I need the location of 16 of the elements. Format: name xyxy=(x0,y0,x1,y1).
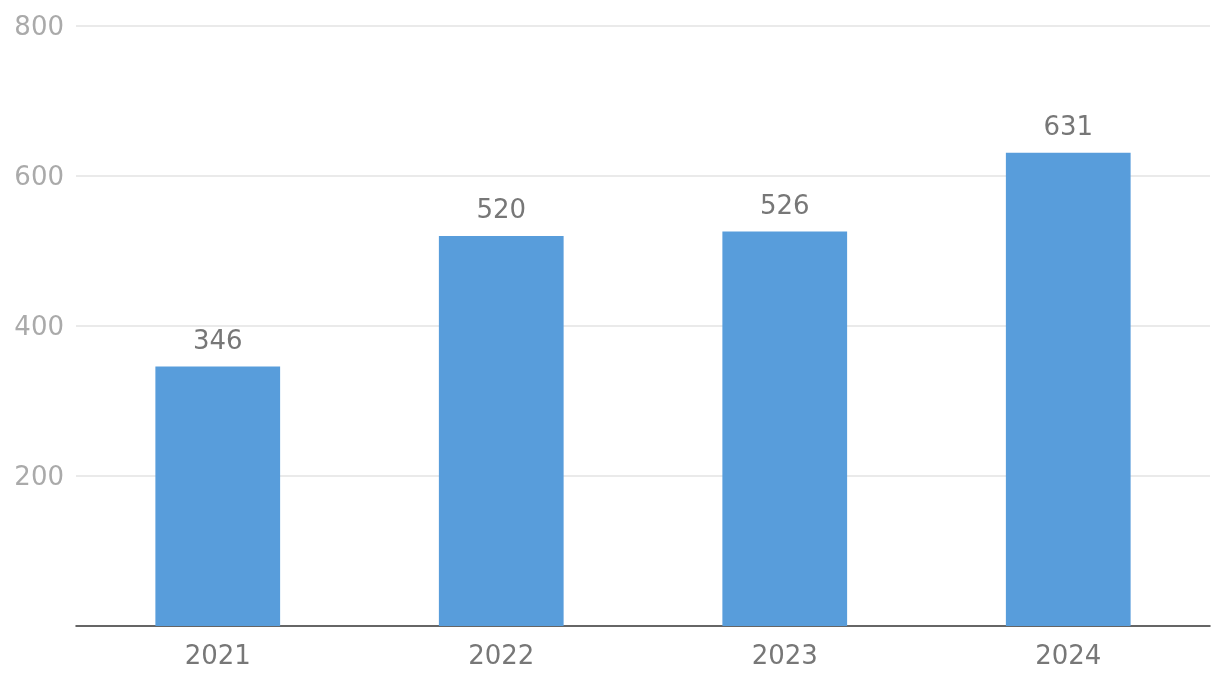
y-tick-label: 600 xyxy=(14,161,64,191)
bar xyxy=(722,231,848,626)
data-label: 520 xyxy=(476,194,527,224)
bar xyxy=(1005,152,1131,626)
data-label: 346 xyxy=(192,324,243,355)
x-tick-label: 2023 xyxy=(751,640,818,670)
data-label: 526 xyxy=(759,189,810,220)
data-label: 631 xyxy=(1043,110,1094,141)
y-tick-label: 400 xyxy=(14,311,64,341)
x-tick-label: 2022 xyxy=(468,640,535,670)
bar xyxy=(438,236,564,626)
bar xyxy=(155,366,281,626)
y-tick-label: 800 xyxy=(14,11,64,41)
y-tick-label: 200 xyxy=(14,461,64,491)
x-tick-label: 2021 xyxy=(184,640,251,670)
x-tick-label: 2024 xyxy=(1035,640,1102,670)
